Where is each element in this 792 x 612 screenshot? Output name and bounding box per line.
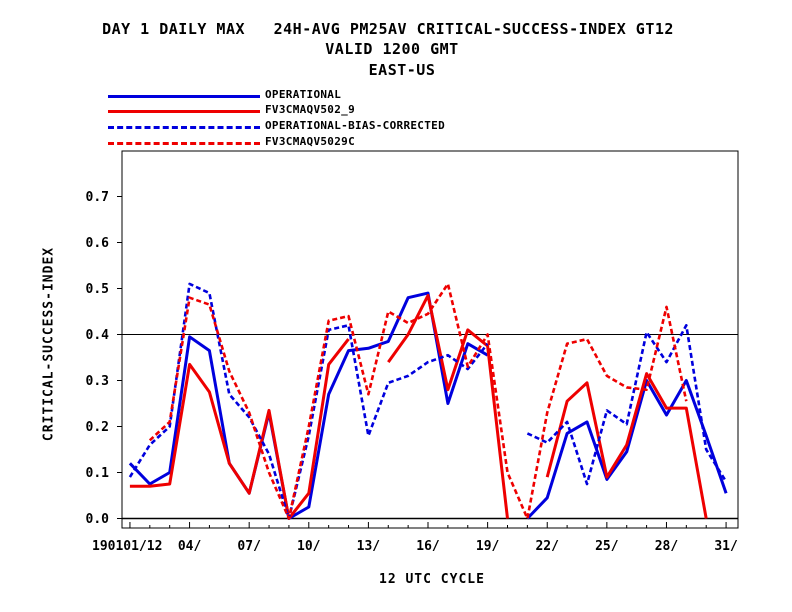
series-line-2 [545, 372, 708, 519]
series-line-1 [526, 379, 728, 520]
legend-swatch [108, 110, 260, 113]
x-tick-label: 10/ [297, 539, 321, 554]
legend-swatch [108, 142, 260, 145]
x-tick-label: 07/ [237, 539, 261, 554]
y-tick-label: 0.2 [86, 420, 109, 435]
x-tick-label: 31/ [714, 539, 738, 554]
legend-swatch [108, 126, 260, 129]
series-line-2 [129, 338, 350, 520]
chart-title-line-1: DAY 1 DAILY MAX 24H-AVG PM25AV CRITICAL-… [102, 20, 674, 38]
y-tick-label: 0.0 [86, 512, 110, 527]
x-tick-label: 25/ [595, 539, 619, 554]
chart-title-line-2: VALID 1200 GMT [325, 40, 459, 58]
x-tick-label: 16/ [416, 539, 440, 554]
series-line-4 [148, 282, 688, 520]
y-tick-label: 0.5 [86, 282, 109, 297]
y-tick-label: 0.4 [86, 328, 110, 343]
legend-label: FV3CMAQV502_9 [265, 103, 355, 116]
x-axis-title: 12 UTC CYCLE [379, 572, 485, 587]
x-tick-label: 28/ [655, 539, 679, 554]
series-line-2 [387, 293, 509, 519]
series-line-3 [128, 282, 489, 520]
x-tick-label: 04/ [178, 539, 202, 554]
y-tick-label: 0.3 [86, 374, 109, 389]
y-tick-label: 0.7 [86, 190, 109, 205]
x-tick-label: 190101/12 [92, 539, 162, 554]
y-axis-title: CRITICAL-SUCCESS-INDEX [41, 246, 57, 442]
x-tick-label: 19/ [476, 539, 500, 554]
y-tick-label: 0.1 [86, 466, 110, 481]
legend-label: OPERATIONAL-BIAS-CORRECTED [265, 119, 445, 132]
x-tick-label: 13/ [357, 539, 381, 554]
chart-title-line-3: EAST-US [368, 61, 436, 79]
plot-frame [121, 150, 739, 529]
legend-label: FV3CMAQV5029C [265, 135, 355, 148]
series-line-3 [526, 323, 728, 486]
x-tick-label: 22/ [535, 539, 559, 554]
legend-swatch [108, 95, 260, 98]
y-tick-label: 0.6 [86, 236, 110, 251]
series-line-1 [128, 291, 489, 520]
legend-label: OPERATIONAL [265, 88, 342, 101]
